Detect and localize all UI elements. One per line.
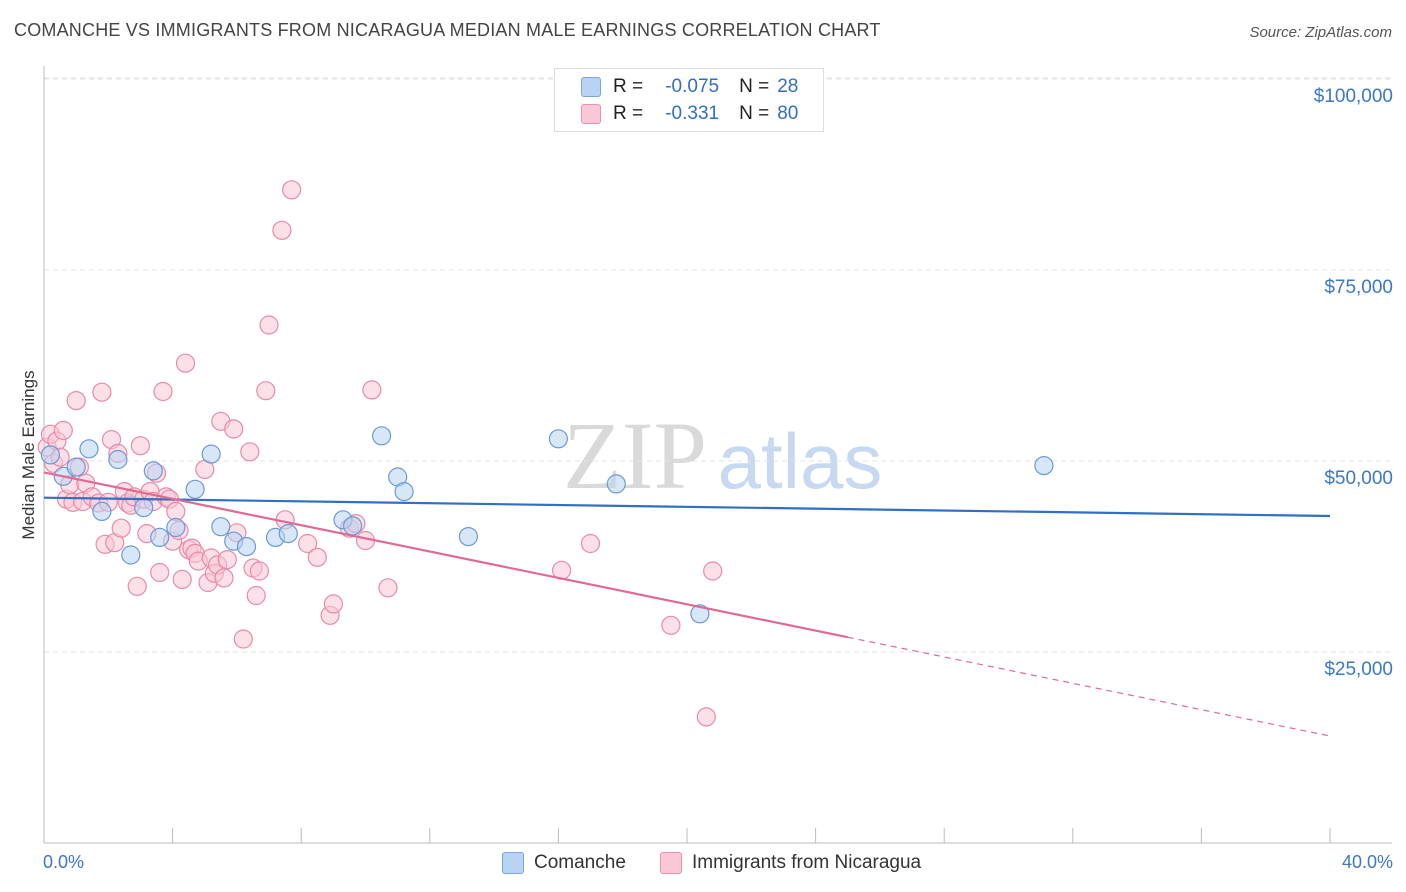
r-label: R = (613, 76, 644, 97)
nicaragua-point-15 (92, 382, 112, 402)
source-label: Source: ZipAtlas.com (1249, 24, 1392, 41)
r-label: R = (613, 103, 644, 124)
series-comanche-points (40, 426, 1054, 624)
comanche-point-10 (166, 517, 186, 538)
nicaragua-point-33 (150, 562, 170, 583)
n-label: N = (739, 103, 770, 124)
nicaragua-point-79 (703, 561, 723, 581)
nicaragua-point-73 (362, 380, 382, 400)
stats-row-nicaragua: R = -0.331 N = 80 (555, 101, 798, 127)
stats-box: R = -0.075 N = 28 R = -0.331 N = 80 (554, 68, 824, 132)
comanche-point-3 (79, 439, 99, 459)
chart-title: COMANCHE VS IMMIGRANTS FROM NICARAGUA ME… (14, 20, 881, 40)
n-value: 28 (777, 76, 799, 97)
comanche-point-19 (343, 516, 363, 536)
r-value: -0.331 (665, 103, 720, 124)
comanche-point-6 (121, 545, 141, 565)
nicaragua-point-38 (166, 501, 186, 521)
comanche-point-12 (201, 444, 221, 464)
comanche-point-26 (690, 604, 710, 624)
legend-item-comanche: Comanche (502, 852, 626, 874)
r-value: -0.075 (665, 76, 720, 97)
nicaragua-point-66 (298, 533, 318, 554)
legend-swatch-nicaragua (660, 852, 682, 874)
nicaragua-point-27 (130, 436, 150, 456)
n-value: 80 (777, 103, 799, 124)
comanche-point-9 (150, 527, 170, 548)
nicaragua-point-62 (259, 315, 279, 335)
nicaragua-swatch (581, 104, 601, 124)
nicaragua-point-69 (323, 594, 343, 614)
trend-line-nicaragua-extrapolated (847, 636, 1331, 737)
legend-label-comanche: Comanche (534, 852, 626, 873)
trend-line-comanche (43, 496, 1331, 518)
nicaragua-point-9 (66, 391, 86, 411)
watermark: ZIP atlas (563, 402, 882, 509)
comanche-point-17 (278, 523, 298, 544)
legend-item-nicaragua: Immigrants from Nicaragua (660, 852, 921, 874)
comanche-point-2 (66, 457, 86, 477)
nicaragua-point-59 (246, 585, 266, 606)
trend-line-nicaragua (43, 471, 848, 639)
nicaragua-point-53 (217, 549, 237, 570)
trend-lines (43, 471, 1331, 737)
nicaragua-point-5 (53, 420, 73, 440)
y-tick-label-50000: $50,000 (1324, 468, 1393, 489)
comanche-point-27 (1034, 456, 1054, 476)
nicaragua-point-61 (256, 381, 276, 401)
comanche-point-24 (548, 429, 569, 449)
comanche-point-11 (185, 479, 205, 499)
nicaragua-point-52 (214, 568, 234, 588)
nicaragua-point-63 (272, 220, 292, 240)
comanche-point-23 (458, 526, 478, 547)
comanche-point-22 (394, 482, 414, 502)
y-tick-label-25000: $25,000 (1324, 659, 1393, 680)
nicaragua-point-67 (307, 547, 327, 567)
x-tick-label-max: 40.0% (1341, 852, 1393, 872)
nicaragua-point-56 (233, 629, 253, 649)
comanche-swatch (581, 77, 601, 97)
comanche-point-20 (372, 426, 392, 446)
legend-label-nicaragua: Immigrants from Nicaragua (692, 852, 922, 873)
comanche-point-5 (108, 449, 128, 470)
legend-swatch-comanche (502, 852, 524, 874)
nicaragua-point-77 (661, 615, 681, 635)
axes (43, 66, 1392, 844)
nicaragua-point-65 (282, 180, 302, 200)
watermark-zip: ZIP (563, 402, 707, 509)
y-tick-label-75000: $75,000 (1324, 277, 1393, 298)
stats-row-comanche: R = -0.075 N = 28 (555, 74, 798, 100)
comanche-point-0 (40, 445, 61, 465)
nicaragua-point-34 (153, 381, 173, 402)
nicaragua-point-40 (172, 569, 192, 590)
comanche-point-25 (606, 474, 626, 494)
nicaragua-point-54 (224, 419, 244, 439)
n-label: N = (739, 76, 770, 97)
nicaragua-point-78 (696, 707, 716, 727)
nicaragua-point-74 (378, 578, 398, 598)
nicaragua-point-76 (580, 533, 601, 554)
comanche-point-7 (134, 498, 154, 518)
nicaragua-point-41 (175, 353, 196, 373)
x-tick-label-min: 0.0% (43, 852, 85, 872)
comanche-point-4 (92, 501, 112, 521)
nicaragua-point-26 (127, 576, 147, 596)
y-tick-label-100000: $100,000 (1313, 86, 1393, 107)
nicaragua-point-57 (240, 442, 260, 462)
y-axis-label: Median Male Earnings (19, 370, 38, 540)
comanche-point-8 (143, 461, 163, 481)
comanche-point-15 (236, 536, 257, 557)
nicaragua-point-60 (249, 561, 269, 581)
comanche-point-13 (211, 517, 231, 537)
nicaragua-point-21 (111, 518, 131, 538)
